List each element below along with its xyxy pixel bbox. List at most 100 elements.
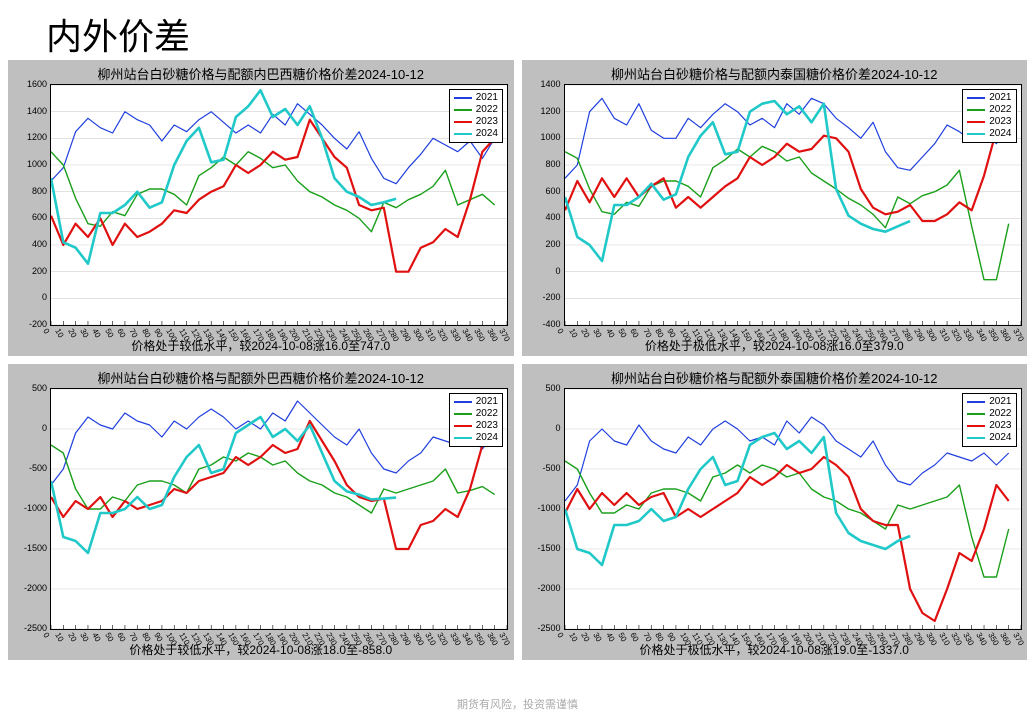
legend-swatch — [967, 401, 985, 402]
chart-panel-brazil_in: 柳州站台白砂糖价格与配额内巴西糖价格价差2024-10-12价格处于较低水平，较… — [8, 60, 514, 356]
ytick-label: 0 — [13, 292, 47, 302]
plot-area: -400-20002004006008001000120014000102030… — [564, 84, 1022, 326]
ytick-label: -1000 — [13, 503, 47, 513]
legend-item: 2021 — [454, 92, 498, 104]
legend-swatch — [967, 413, 985, 414]
ytick-label: 500 — [527, 383, 561, 393]
legend-item: 2022 — [967, 408, 1011, 420]
chart-title: 柳州站台白砂糖价格与配额内巴西糖价格价差2024-10-12 — [8, 64, 514, 83]
ytick-label: -2000 — [527, 583, 561, 593]
legend: 2021202220232024 — [449, 89, 503, 143]
chart-panel-thailand_out: 柳州站台白砂糖价格与配额外泰国糖价格价差2024-10-12价格处于极低水平，较… — [522, 364, 1028, 660]
legend-swatch — [454, 133, 472, 136]
series-2023 — [51, 120, 495, 272]
legend-label: 2023 — [989, 420, 1011, 432]
legend-label: 2021 — [476, 92, 498, 104]
legend-label: 2023 — [476, 420, 498, 432]
legend-item: 2024 — [967, 128, 1011, 140]
ytick-label: 0 — [527, 266, 561, 276]
legend-item: 2024 — [454, 128, 498, 140]
legend-swatch — [454, 437, 472, 440]
ytick-label: 1000 — [13, 159, 47, 169]
legend-label: 2021 — [476, 396, 498, 408]
legend-item: 2022 — [454, 408, 498, 420]
ytick-label: 1000 — [527, 132, 561, 142]
legend: 2021202220232024 — [962, 393, 1016, 447]
series-2024 — [51, 90, 396, 263]
legend-item: 2024 — [967, 432, 1011, 444]
chart-title: 柳州站台白砂糖价格与配额外巴西糖价格价差2024-10-12 — [8, 368, 514, 387]
ytick-label: 600 — [13, 212, 47, 222]
chart-grid: 柳州站台白砂糖价格与配额内巴西糖价格价差2024-10-12价格处于较低水平，较… — [0, 60, 1035, 700]
legend-label: 2022 — [989, 104, 1011, 116]
legend: 2021202220232024 — [962, 89, 1016, 143]
legend-item: 2022 — [454, 104, 498, 116]
series-2023 — [565, 457, 1009, 621]
ytick-label: 1400 — [13, 106, 47, 116]
ytick-label: 800 — [13, 186, 47, 196]
legend-swatch — [967, 437, 985, 440]
legend-label: 2024 — [989, 432, 1011, 444]
plot-area: -2500-2000-1500-1000-5000500010203040506… — [564, 388, 1022, 630]
legend-label: 2022 — [989, 408, 1011, 420]
ytick-label: 600 — [527, 186, 561, 196]
chart-title: 柳州站台白砂糖价格与配额内泰国糖价格价差2024-10-12 — [522, 64, 1028, 83]
ytick-label: 200 — [527, 239, 561, 249]
legend-swatch — [454, 121, 472, 123]
series-2023 — [565, 130, 1009, 221]
ytick-label: -200 — [527, 292, 561, 302]
legend-item: 2023 — [967, 420, 1011, 432]
series-2022 — [565, 461, 1009, 577]
legend-label: 2023 — [476, 116, 498, 128]
ytick-label: 1200 — [527, 106, 561, 116]
ytick-label: 200 — [13, 266, 47, 276]
ytick-label: -500 — [527, 463, 561, 473]
plot-area: -2500-2000-1500-1000-5000500010203040506… — [50, 388, 508, 630]
legend-swatch — [967, 425, 985, 427]
chart-panel-brazil_out: 柳州站台白砂糖价格与配额外巴西糖价格价差2024-10-12价格处于较低水平，较… — [8, 364, 514, 660]
series-2024 — [565, 433, 910, 565]
ytick-label: -2500 — [527, 623, 561, 633]
ytick-label: 1400 — [527, 79, 561, 89]
legend-label: 2023 — [989, 116, 1011, 128]
ytick-label: 0 — [527, 423, 561, 433]
footer-disclaimer: 期货有风险，投资需谨慎 — [0, 696, 1035, 712]
legend-swatch — [454, 97, 472, 98]
ytick-label: 1200 — [13, 132, 47, 142]
legend-swatch — [967, 133, 985, 136]
legend-swatch — [967, 121, 985, 123]
series-2022 — [565, 146, 1009, 279]
series-2024 — [51, 417, 396, 553]
legend-swatch — [967, 109, 985, 110]
series-2022 — [51, 445, 495, 513]
legend-swatch — [454, 425, 472, 427]
legend-item: 2021 — [454, 396, 498, 408]
legend-label: 2022 — [476, 408, 498, 420]
legend-item: 2022 — [967, 104, 1011, 116]
ytick-label: -1500 — [527, 543, 561, 553]
page-title: 内外价差 — [0, 0, 1035, 60]
legend: 2021202220232024 — [449, 393, 503, 447]
legend-item: 2023 — [454, 116, 498, 128]
legend-label: 2024 — [476, 128, 498, 140]
legend-item: 2023 — [454, 420, 498, 432]
legend-swatch — [454, 401, 472, 402]
ytick-label: 0 — [13, 423, 47, 433]
ytick-label: -200 — [13, 319, 47, 329]
legend-swatch — [967, 97, 985, 98]
series-2021 — [51, 401, 495, 485]
legend-label: 2024 — [476, 432, 498, 444]
plot-area: -200020040060080010001200140016000102030… — [50, 84, 508, 326]
series-2021 — [565, 417, 1009, 501]
ytick-label: -400 — [527, 319, 561, 329]
legend-item: 2021 — [967, 396, 1011, 408]
ytick-label: 1600 — [13, 79, 47, 89]
chart-panel-thailand_in: 柳州站台白砂糖价格与配额内泰国糖价格价差2024-10-12价格处于极低水平，较… — [522, 60, 1028, 356]
ytick-label: 400 — [13, 239, 47, 249]
ytick-label: 800 — [527, 159, 561, 169]
ytick-label: -2500 — [13, 623, 47, 633]
ytick-label: -500 — [13, 463, 47, 473]
legend-label: 2021 — [989, 396, 1011, 408]
legend-item: 2023 — [967, 116, 1011, 128]
series-2023 — [51, 421, 495, 549]
